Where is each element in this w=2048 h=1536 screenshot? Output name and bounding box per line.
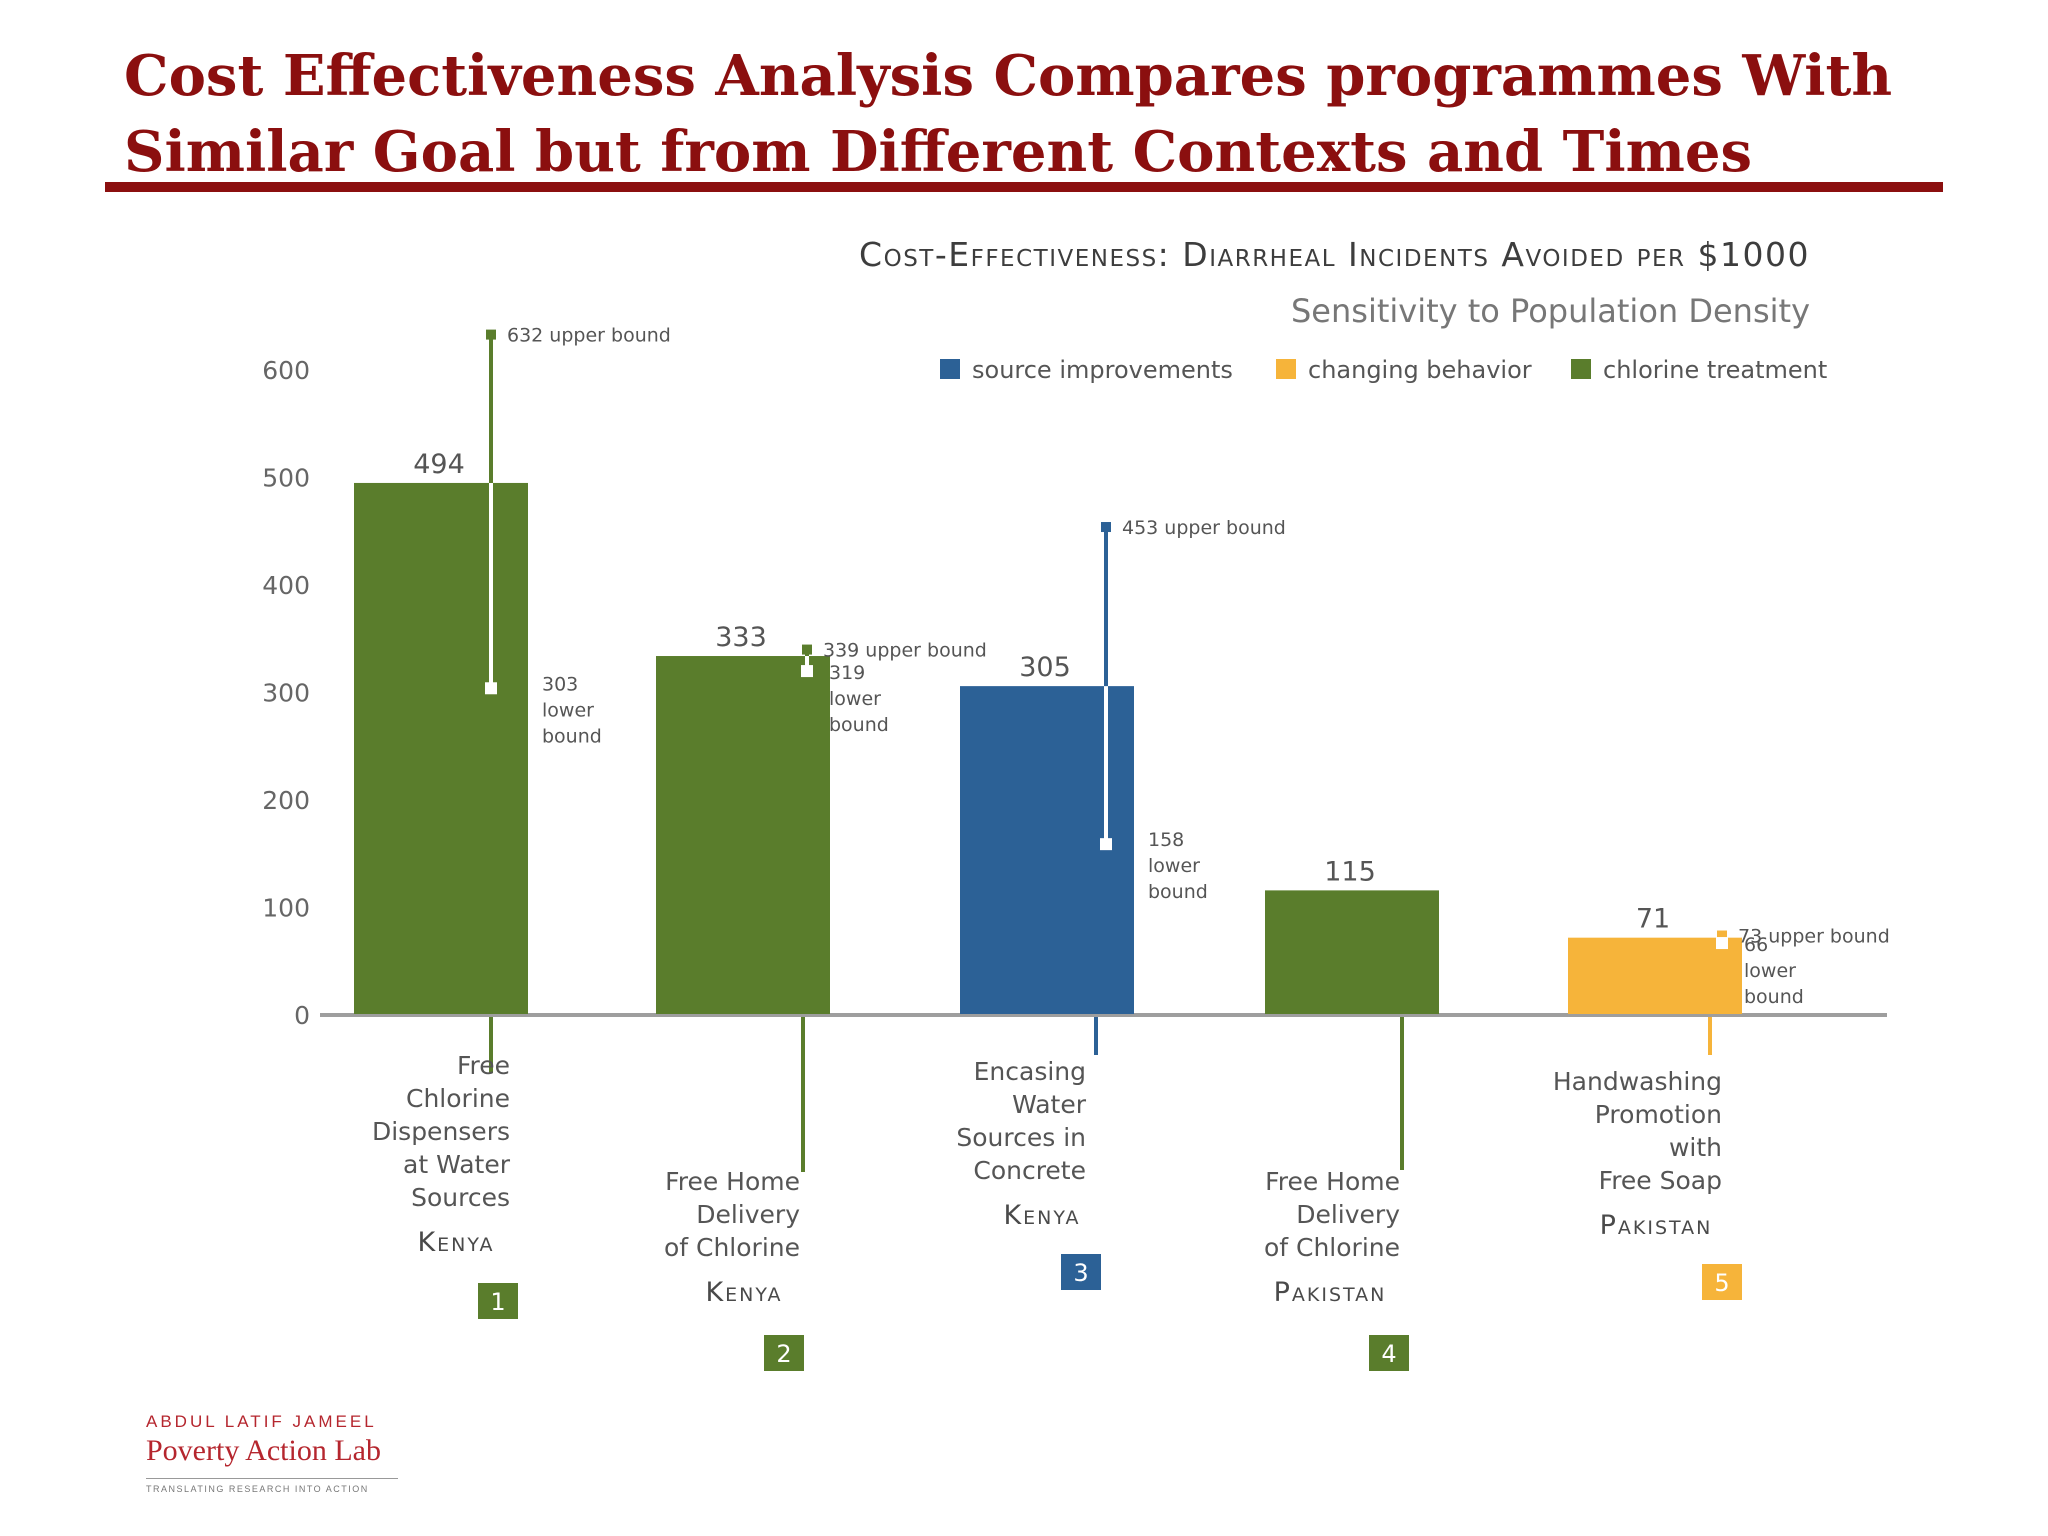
- upper-bound-marker-2: [802, 644, 812, 655]
- bar-2: [656, 656, 830, 1014]
- category-label-4: Delivery: [1296, 1200, 1400, 1229]
- legend-swatch-3: [1571, 359, 1591, 379]
- lower-bound-label-2: bound: [829, 714, 889, 736]
- number-badge-1: [478, 1283, 518, 1319]
- category-label-4: of Chlorine: [1264, 1233, 1400, 1262]
- lower-bound-label-5: lower: [1744, 960, 1796, 982]
- category-label-1: Sources: [411, 1183, 510, 1212]
- country-label-3: Kenya: [1003, 1200, 1080, 1231]
- upper-bound-marker-5: [1717, 930, 1727, 941]
- category-label-1: Free: [457, 1051, 510, 1080]
- category-label-4: Free Home: [1265, 1167, 1400, 1196]
- legend-label-3: chlorine treatment: [1603, 356, 1827, 384]
- upper-bound-label-3: 453 upper bound: [1122, 517, 1286, 539]
- country-label-5: Pakistan: [1600, 1210, 1713, 1241]
- bar-4: [1265, 890, 1439, 1014]
- bar-5: [1568, 937, 1742, 1014]
- label-stem-5: [1708, 1017, 1712, 1055]
- number-badge-3: [1061, 1254, 1101, 1290]
- number-badge-label-3: 3: [1073, 1259, 1088, 1287]
- bar-value-label-5: 71: [1636, 904, 1670, 935]
- y-tick-label: 600: [262, 356, 310, 385]
- number-badge-5: [1702, 1264, 1742, 1300]
- y-tick-label: 100: [262, 894, 310, 923]
- upper-bound-marker-1: [486, 329, 496, 340]
- upper-bound-marker-3: [1101, 522, 1111, 533]
- lower-bound-label-1: lower: [542, 699, 594, 721]
- logo-line-3: TRANSLATING RESEARCH INTO ACTION: [146, 1484, 369, 1494]
- label-stem-3: [1094, 1017, 1098, 1055]
- category-label-5: with: [1669, 1133, 1722, 1162]
- y-tick-label: 500: [262, 464, 310, 493]
- jpal-logo: ABDUL LATIF JAMEEL Poverty Action Lab TR…: [146, 1412, 406, 1494]
- category-label-2: Delivery: [696, 1200, 800, 1229]
- bar-1: [354, 482, 528, 1014]
- y-tick-label: 0: [294, 1001, 310, 1030]
- bar-value-label-4: 115: [1324, 856, 1376, 887]
- number-badge-2: [764, 1335, 804, 1371]
- lower-bound-label-2: lower: [829, 688, 881, 710]
- country-label-1: Kenya: [417, 1227, 494, 1258]
- legend-swatch-2: [1276, 359, 1296, 379]
- country-label-4: Pakistan: [1274, 1277, 1387, 1308]
- lower-bound-label-3: 158: [1148, 829, 1184, 851]
- upper-bound-label-1: 632 upper bound: [507, 325, 671, 347]
- number-badge-label-1: 1: [490, 1288, 505, 1316]
- category-label-5: Free Soap: [1599, 1166, 1722, 1195]
- label-stem-2: [801, 1017, 805, 1172]
- category-label-3: Water: [1012, 1090, 1087, 1119]
- slide-title: Cost Effectiveness Analysis Compares pro…: [124, 38, 1924, 190]
- logo-divider: [146, 1478, 398, 1479]
- category-label-2: of Chlorine: [664, 1233, 800, 1262]
- category-label-5: Promotion: [1595, 1100, 1722, 1129]
- country-label-2: Kenya: [705, 1277, 782, 1308]
- slide-title-line-2: Similar Goal but from Different Contexts…: [124, 119, 1753, 185]
- legend-label-2: changing behavior: [1308, 356, 1532, 384]
- lower-bound-label-1: bound: [542, 725, 602, 747]
- chart-subtitle: Sensitivity to Population Density: [1291, 292, 1810, 330]
- number-badge-4: [1369, 1335, 1409, 1371]
- lower-bound-marker-3: [1100, 838, 1112, 851]
- lower-bound-label-2: 319: [829, 662, 865, 684]
- slide-title-line-1: Cost Effectiveness Analysis Compares pro…: [124, 43, 1893, 109]
- lower-bound-label-5: 66: [1744, 934, 1768, 956]
- category-label-5: Handwashing: [1553, 1067, 1722, 1096]
- lower-bound-label-1: 303: [542, 673, 578, 695]
- lower-bound-marker-1: [485, 682, 497, 695]
- label-stem-1: [489, 1017, 493, 1073]
- logo-line-1: ABDUL LATIF JAMEEL: [146, 1412, 377, 1431]
- chart-title: Cost-Effectiveness: Diarrheal Incidents …: [859, 235, 1810, 274]
- label-stem-4: [1400, 1017, 1404, 1170]
- y-tick-label: 400: [262, 571, 310, 600]
- lower-bound-label-3: lower: [1148, 855, 1200, 877]
- lower-bound-marker-2: [801, 665, 813, 678]
- legend-label-1: source improvements: [972, 356, 1233, 384]
- number-badge-label-4: 4: [1381, 1340, 1396, 1368]
- upper-bound-label-5: 73 upper bound: [1738, 926, 1890, 948]
- category-label-1: Dispensers: [372, 1117, 510, 1146]
- bar-value-label-1: 494: [413, 449, 465, 480]
- category-label-2: Free Home: [665, 1167, 800, 1196]
- x-axis-baseline: [320, 1013, 1887, 1017]
- y-tick-label: 300: [262, 679, 310, 708]
- lower-bound-marker-5: [1716, 937, 1728, 950]
- logo-line-2: Poverty Action Lab: [146, 1434, 381, 1467]
- title-rule: [105, 182, 1943, 192]
- category-label-3: Encasing: [974, 1057, 1086, 1086]
- cost-effectiveness-chart: Cost-Effectiveness: Diarrheal Incidents …: [262, 235, 1890, 1371]
- lower-bound-label-5: bound: [1744, 986, 1804, 1008]
- y-tick-label: 200: [262, 786, 310, 815]
- category-label-1: Chlorine: [406, 1084, 510, 1113]
- number-badge-label-5: 5: [1714, 1269, 1729, 1297]
- number-badge-label-2: 2: [776, 1340, 791, 1368]
- legend-swatch-1: [940, 359, 960, 379]
- upper-bound-label-2: 339 upper bound: [823, 640, 987, 662]
- lower-bound-label-3: bound: [1148, 881, 1208, 903]
- category-label-3: Sources in: [956, 1123, 1086, 1152]
- category-label-1: at Water: [403, 1150, 511, 1179]
- category-label-3: Concrete: [973, 1156, 1086, 1185]
- bar-value-label-3: 305: [1019, 652, 1071, 683]
- bar-value-label-2: 333: [715, 622, 767, 653]
